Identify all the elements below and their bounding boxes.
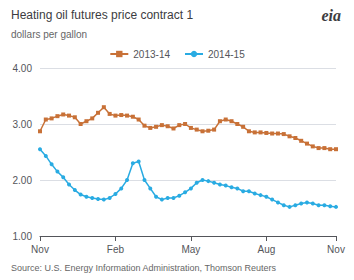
svg-text:eia: eia xyxy=(321,7,341,24)
svg-text:Aug: Aug xyxy=(257,244,275,255)
svg-text:2013-14: 2013-14 xyxy=(133,49,170,60)
svg-text:Feb: Feb xyxy=(107,244,125,255)
svg-text:2014-15: 2014-15 xyxy=(208,49,245,60)
svg-text:Nov: Nov xyxy=(327,244,345,255)
svg-text:1.00: 1.00 xyxy=(13,231,33,242)
svg-text:4.00: 4.00 xyxy=(13,63,33,74)
svg-text:Source: U.S. Energy Informatio: Source: U.S. Energy Information Administ… xyxy=(11,263,276,273)
svg-text:dollars per gallon: dollars per gallon xyxy=(11,29,87,40)
svg-text:3.00: 3.00 xyxy=(13,119,33,130)
svg-text:Nov: Nov xyxy=(31,244,49,255)
svg-text:May: May xyxy=(181,244,200,255)
svg-text:Heating oil futures price cont: Heating oil futures price contract 1 xyxy=(11,8,193,22)
svg-text:2.00: 2.00 xyxy=(13,175,33,186)
